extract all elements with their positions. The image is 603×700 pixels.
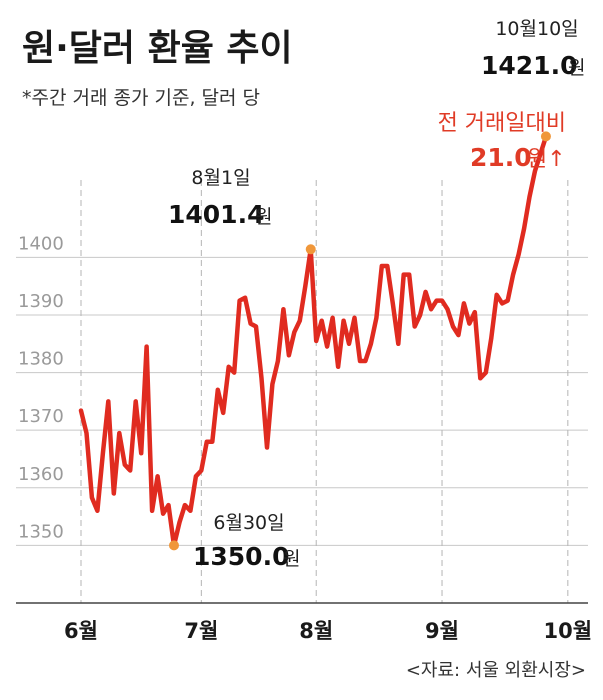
annotation-marker — [540, 131, 551, 142]
x-guide-lines — [80, 180, 569, 603]
x-tick-label: 6월 — [64, 619, 98, 643]
x-axis-ticks: 6월 7월 8월 9월 10월 — [64, 619, 592, 643]
annotation-date: 8월1일 — [191, 167, 250, 189]
y-tick-label: 1360 — [18, 464, 64, 485]
y-tick-label: 1390 — [18, 291, 64, 312]
annotation-marker — [168, 540, 179, 551]
annotation-unit: 원 — [283, 548, 300, 570]
annotation-date: 6월30일 — [213, 512, 284, 534]
annotation-date: 10월10일 — [495, 18, 578, 40]
annotation-marker — [305, 244, 316, 255]
x-tick-label: 10월 — [544, 619, 593, 643]
annotation-value: 1421.0 — [481, 51, 577, 80]
chart-title: 원·달러 환율 추이 — [22, 28, 293, 69]
y-tick-label: 1380 — [18, 349, 64, 370]
x-tick-label: 8월 — [299, 619, 333, 643]
source-note: <자료: 서울 외환시장> — [406, 660, 586, 681]
y-tick-label: 1400 — [18, 233, 64, 254]
x-tick-label: 9월 — [425, 619, 459, 643]
chart-subtitle: *주간 거래 종가 기준, 달러 당 — [22, 87, 260, 109]
annotation-change-label: 전 거래일대비 — [438, 111, 566, 136]
y-tick-label: 1370 — [18, 406, 64, 427]
x-tick-label: 7월 — [184, 619, 218, 643]
annotation-value: 1350.0 — [193, 542, 289, 571]
annotation-unit: 원 — [568, 57, 585, 79]
y-tick-label: 1350 — [18, 521, 64, 542]
annotation-value: 1401.4 — [168, 200, 264, 229]
series-line — [78, 134, 549, 548]
annotation-change-value: 21.0 — [470, 143, 532, 172]
series-layer — [78, 134, 549, 548]
y-axis-ticks: 1400 1390 1380 1370 1360 1350 — [18, 233, 64, 542]
annotation-unit: 원 — [255, 206, 272, 228]
annotation-change-unit: 원↑ — [527, 147, 566, 172]
